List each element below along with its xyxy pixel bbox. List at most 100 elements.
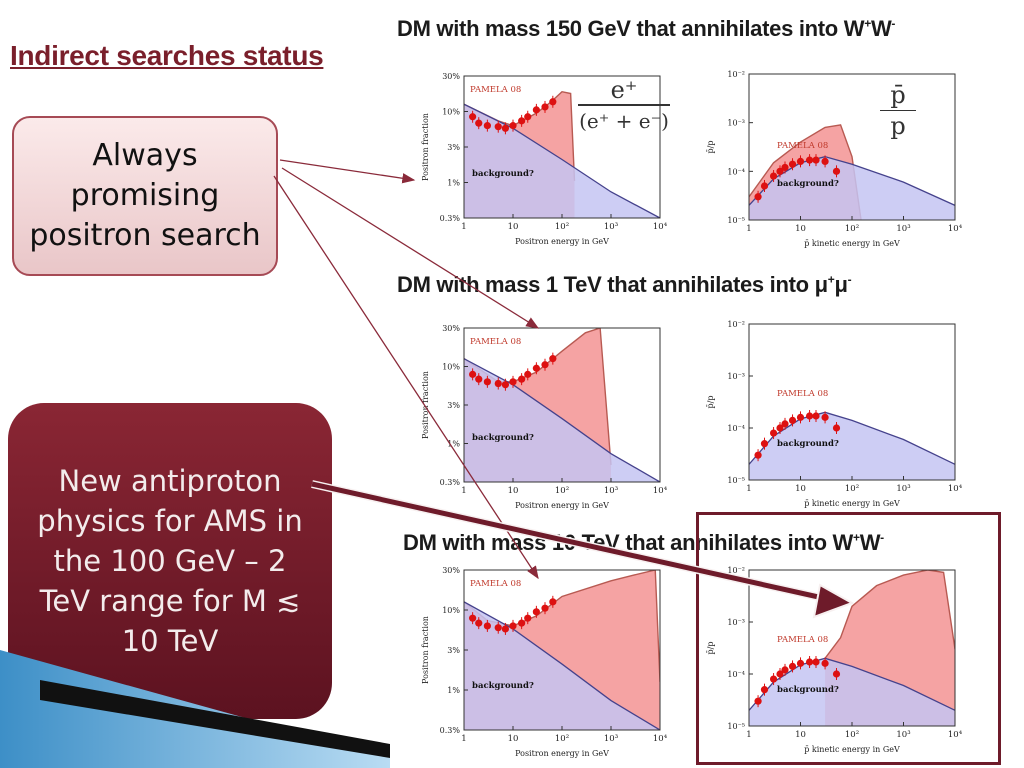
x-tick-label: 10³ <box>604 486 618 496</box>
x-tick-label: 10⁴ <box>948 730 963 740</box>
x-tick-label: 10 <box>795 484 806 494</box>
y-tick-label: 1% <box>447 179 460 188</box>
chart-antiproton-1tev: 10⁻⁵ 10⁻⁴ 10⁻³ 10⁻² 1 10 10² 10³ 10⁴ p̄ kinetic e… <box>706 320 963 508</box>
x-tick-label: 10³ <box>896 730 910 740</box>
data-point <box>549 598 557 606</box>
y-tick-label: 10⁻⁴ <box>727 167 745 176</box>
data-point <box>796 659 805 667</box>
data-point <box>832 424 841 432</box>
data-point <box>509 122 517 130</box>
x-tick-label: 1 <box>746 224 751 234</box>
data-point <box>469 614 477 622</box>
data-point <box>475 119 483 127</box>
data-point <box>821 157 829 165</box>
data-point <box>788 662 797 671</box>
x-tick-label: 10² <box>555 734 569 744</box>
dm-signal-line <box>824 570 955 659</box>
data-point <box>821 659 829 667</box>
slide-title: Indirect searches status <box>10 40 324 71</box>
data-point <box>541 604 549 612</box>
x-tick-label: 10⁴ <box>948 484 963 494</box>
legend-pamela: PAMELA 08 <box>777 389 828 399</box>
x-tick-label: 10³ <box>604 734 618 744</box>
annotation-background: background? <box>472 681 534 691</box>
x-tick-label: 10 <box>508 734 519 744</box>
y-tick-label: 10% <box>442 108 460 117</box>
data-point <box>805 412 814 420</box>
data-point <box>788 416 797 425</box>
y-tick-label: 10⁻² <box>727 70 745 79</box>
data-point <box>769 675 778 683</box>
background-line <box>464 103 660 218</box>
data-point <box>796 157 805 165</box>
data-point <box>776 424 784 432</box>
data-point <box>832 167 841 175</box>
y-tick-label: 10⁻⁵ <box>727 216 745 225</box>
decorative-swoosh <box>0 650 390 768</box>
x-tick-label: 10 <box>795 730 806 740</box>
x-tick-label: 10² <box>555 486 569 496</box>
data-point <box>475 375 483 383</box>
annotation-background: background? <box>777 439 839 449</box>
data-point <box>760 686 769 694</box>
chart-antiproton-150gev: 10⁻⁵ 10⁻⁴ 10⁻³ 10⁻² 1 10 10² 10³ 10⁴ p̄ kinetic e… <box>706 70 963 248</box>
positron-fraction-formula: e⁺ (e⁺ + e⁻) <box>578 76 670 136</box>
data-point <box>549 98 557 106</box>
y-axis-label: Positron fraction <box>421 371 430 439</box>
data-point <box>549 355 557 363</box>
annotation-background: background? <box>777 685 839 695</box>
legend-pamela: PAMELA 08 <box>470 579 521 589</box>
data-point <box>541 103 549 111</box>
y-tick-label: 0.3% <box>440 726 461 735</box>
data-point <box>483 122 491 130</box>
y-axis-label: Positron fraction <box>421 616 430 684</box>
data-point <box>812 156 820 164</box>
x-tick-label: 10⁴ <box>653 222 668 232</box>
x-axis-label: Positron energy in GeV <box>515 749 609 758</box>
data-point <box>812 658 820 666</box>
data-point <box>524 113 532 121</box>
antiproton-fraction-numerator: p̄ <box>890 81 906 109</box>
x-axis-label: p̄ kinetic energy in GeV <box>804 239 900 248</box>
y-tick-label: 3% <box>447 401 460 410</box>
data-point <box>494 379 502 388</box>
data-point <box>518 375 526 383</box>
chart-positron-1tev: 0.3% 1% 3% 10% 30% 1 10 10² 10³ 10⁴ Positron energ… <box>421 324 668 510</box>
x-tick-label: 1 <box>461 734 466 744</box>
y-tick-label: 30% <box>442 324 460 333</box>
background-area <box>749 658 955 726</box>
annotation-background: background? <box>472 169 534 179</box>
data-point <box>469 370 477 378</box>
antiproton-fraction-denominator: p <box>880 110 916 141</box>
data-point <box>501 625 510 633</box>
data-point <box>760 182 769 190</box>
data-point <box>754 451 762 459</box>
chart-positron-10tev: 0.3% 1% 3% 10% 30% 1 10 10² 10³ 10⁴ Positron energ… <box>421 566 668 758</box>
data-point <box>483 622 491 630</box>
positron-fraction-numerator: e⁺ <box>610 76 638 104</box>
x-axis-label: p̄ kinetic energy in GeV <box>804 745 900 754</box>
data-point <box>532 106 540 114</box>
highlight-box <box>696 512 1001 765</box>
x-tick-label: 10³ <box>896 224 910 234</box>
data-point <box>754 193 762 201</box>
x-tick-label: 10² <box>845 484 859 494</box>
data-point <box>494 123 502 131</box>
x-tick-label: 10⁴ <box>948 224 963 234</box>
x-tick-label: 10⁴ <box>653 734 668 744</box>
data-point <box>532 364 540 372</box>
x-tick-label: 10⁴ <box>653 486 668 496</box>
data-point <box>518 619 526 627</box>
data-point <box>781 163 789 172</box>
y-tick-label: 10⁻³ <box>727 372 745 381</box>
data-point <box>501 124 510 132</box>
legend-pamela: PAMELA 08 <box>777 635 828 645</box>
positron-callout-text: Always promising positron search <box>29 138 261 253</box>
data-point <box>501 381 510 389</box>
y-tick-label: 10⁻² <box>727 320 745 329</box>
x-tick-label: 10² <box>555 222 569 232</box>
data-point <box>760 440 769 448</box>
y-tick-label: 3% <box>447 143 460 152</box>
data-point <box>788 160 797 168</box>
x-tick-label: 10 <box>508 222 519 232</box>
